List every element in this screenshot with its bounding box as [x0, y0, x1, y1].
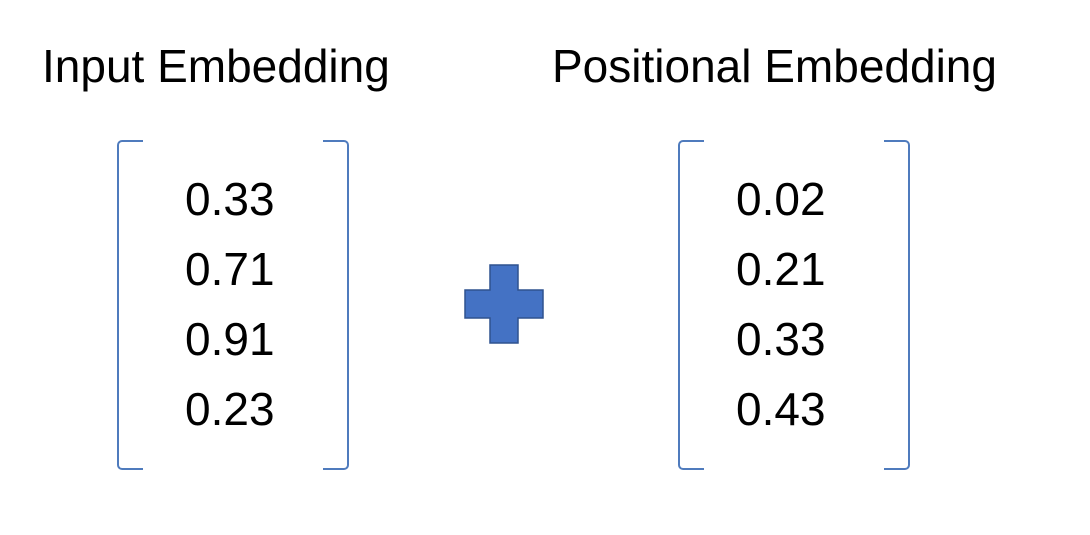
right-bracket	[323, 140, 349, 470]
vector-value: 0.43	[736, 383, 826, 435]
positional-embedding-values: 0.02 0.21 0.33 0.43	[736, 164, 826, 444]
input-embedding-heading: Input Embedding	[42, 40, 390, 92]
positional-embedding-vector: 0.02 0.21 0.33 0.43	[678, 140, 910, 470]
vector-value: 0.33	[185, 173, 275, 225]
vector-value: 0.33	[736, 313, 826, 365]
left-bracket	[117, 140, 143, 470]
vector-value: 0.71	[185, 243, 275, 295]
vector-value: 0.21	[736, 243, 826, 295]
vector-value: 0.91	[185, 313, 275, 365]
positional-embedding-heading: Positional Embedding	[552, 40, 997, 92]
vector-value: 0.02	[736, 173, 826, 225]
left-bracket	[678, 140, 704, 470]
input-embedding-vector: 0.33 0.71 0.91 0.23	[117, 140, 349, 470]
right-bracket	[884, 140, 910, 470]
input-embedding-values: 0.33 0.71 0.91 0.23	[185, 164, 275, 444]
plus-icon	[464, 264, 544, 344]
vector-value: 0.23	[185, 383, 275, 435]
